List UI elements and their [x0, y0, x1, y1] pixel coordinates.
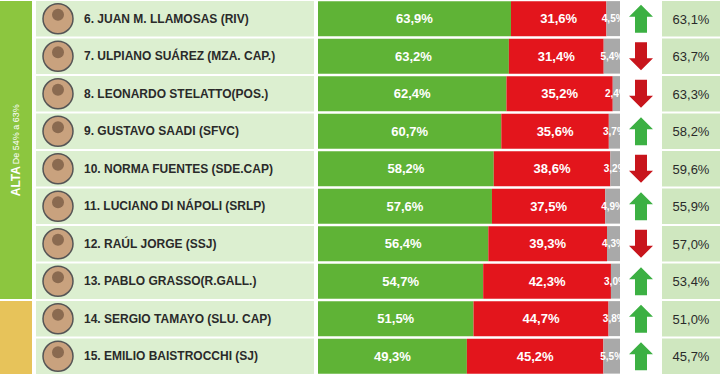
svg-text:7. ULPIANO SUÁREZ (MZA. CAP.): 7. ULPIANO SUÁREZ (MZA. CAP.) [84, 48, 275, 63]
svg-text:60,7%: 60,7% [391, 124, 428, 139]
svg-text:35,2%: 35,2% [541, 86, 578, 101]
svg-text:39,3%: 39,3% [529, 236, 566, 251]
svg-text:12. RAÚL JORGE (SSJ): 12. RAÚL JORGE (SSJ) [84, 236, 216, 251]
svg-text:3,7%: 3,7% [603, 126, 626, 137]
svg-text:6. JUAN M. LLAMOSAS (RIV): 6. JUAN M. LLAMOSAS (RIV) [84, 12, 249, 26]
svg-text:58,2%: 58,2% [673, 124, 710, 139]
svg-text:63,7%: 63,7% [673, 49, 710, 64]
svg-text:3,8%: 3,8% [603, 313, 626, 324]
svg-text:5,5%: 5,5% [600, 351, 623, 362]
svg-text:51,5%: 51,5% [377, 311, 414, 326]
svg-text:59,6%: 59,6% [673, 162, 710, 177]
svg-text:45,2%: 45,2% [517, 349, 554, 364]
svg-text:62,4%: 62,4% [394, 86, 431, 101]
html-text:De 54% a 63%: De 54% a 63% [11, 103, 21, 164]
svg-text:49,3%: 49,3% [374, 349, 411, 364]
svg-text:44,7%: 44,7% [523, 311, 560, 326]
svg-text:9. GUSTAVO SAADI (SFVC): 9. GUSTAVO SAADI (SFVC) [84, 124, 239, 138]
svg-text:56,4%: 56,4% [385, 236, 422, 251]
svg-text:57,0%: 57,0% [673, 237, 710, 252]
svg-text:51,0%: 51,0% [673, 312, 710, 327]
svg-text:3,0%: 3,0% [604, 276, 627, 287]
svg-text:13. PABLO GRASSO(R.GALL.): 13. PABLO GRASSO(R.GALL.) [84, 274, 256, 288]
svg-text:4,5%: 4,5% [602, 13, 625, 24]
svg-text:42,3%: 42,3% [529, 274, 566, 289]
svg-text:35,6%: 35,6% [537, 124, 574, 139]
svg-text:8. LEONARDO STELATTO(POS.): 8. LEONARDO STELATTO(POS.) [84, 87, 268, 101]
svg-text:63,1%: 63,1% [673, 12, 710, 27]
svg-text:5,4%: 5,4% [600, 51, 623, 62]
svg-text:54,7%: 54,7% [382, 274, 419, 289]
svg-text:58,2%: 58,2% [387, 161, 424, 176]
html-text:ALTA: ALTA [9, 165, 23, 197]
svg-text:4,3%: 4,3% [602, 238, 625, 249]
svg-text:55,9%: 55,9% [673, 199, 710, 214]
svg-text:63,2%: 63,2% [395, 49, 432, 64]
svg-text:63,9%: 63,9% [396, 11, 433, 26]
svg-text:15. EMILIO BAISTROCCHI (SJ): 15. EMILIO BAISTROCCHI (SJ) [84, 349, 258, 363]
svg-text:31,4%: 31,4% [538, 49, 575, 64]
svg-text:45,7%: 45,7% [673, 349, 710, 364]
svg-text:31,6%: 31,6% [540, 11, 577, 26]
svg-text:4,9%: 4,9% [601, 201, 624, 212]
svg-text:10. NORMA FUENTES (SDE.CAP): 10. NORMA FUENTES (SDE.CAP) [84, 162, 273, 176]
svg-text:14. SERGIO TAMAYO (SLU. CAP): 14. SERGIO TAMAYO (SLU. CAP) [84, 312, 271, 326]
svg-text:37,5%: 37,5% [530, 199, 567, 214]
svg-text:3,2%: 3,2% [604, 163, 627, 174]
svg-text:53,4%: 53,4% [673, 274, 710, 289]
svg-text:57,6%: 57,6% [387, 199, 424, 214]
svg-text:2,4%: 2,4% [605, 88, 628, 99]
svg-text:63,3%: 63,3% [673, 87, 710, 102]
svg-text:11. LUCIANO DI NÁPOLI (SRLP): 11. LUCIANO DI NÁPOLI (SRLP) [84, 198, 265, 213]
svg-text:38,6%: 38,6% [534, 161, 571, 176]
